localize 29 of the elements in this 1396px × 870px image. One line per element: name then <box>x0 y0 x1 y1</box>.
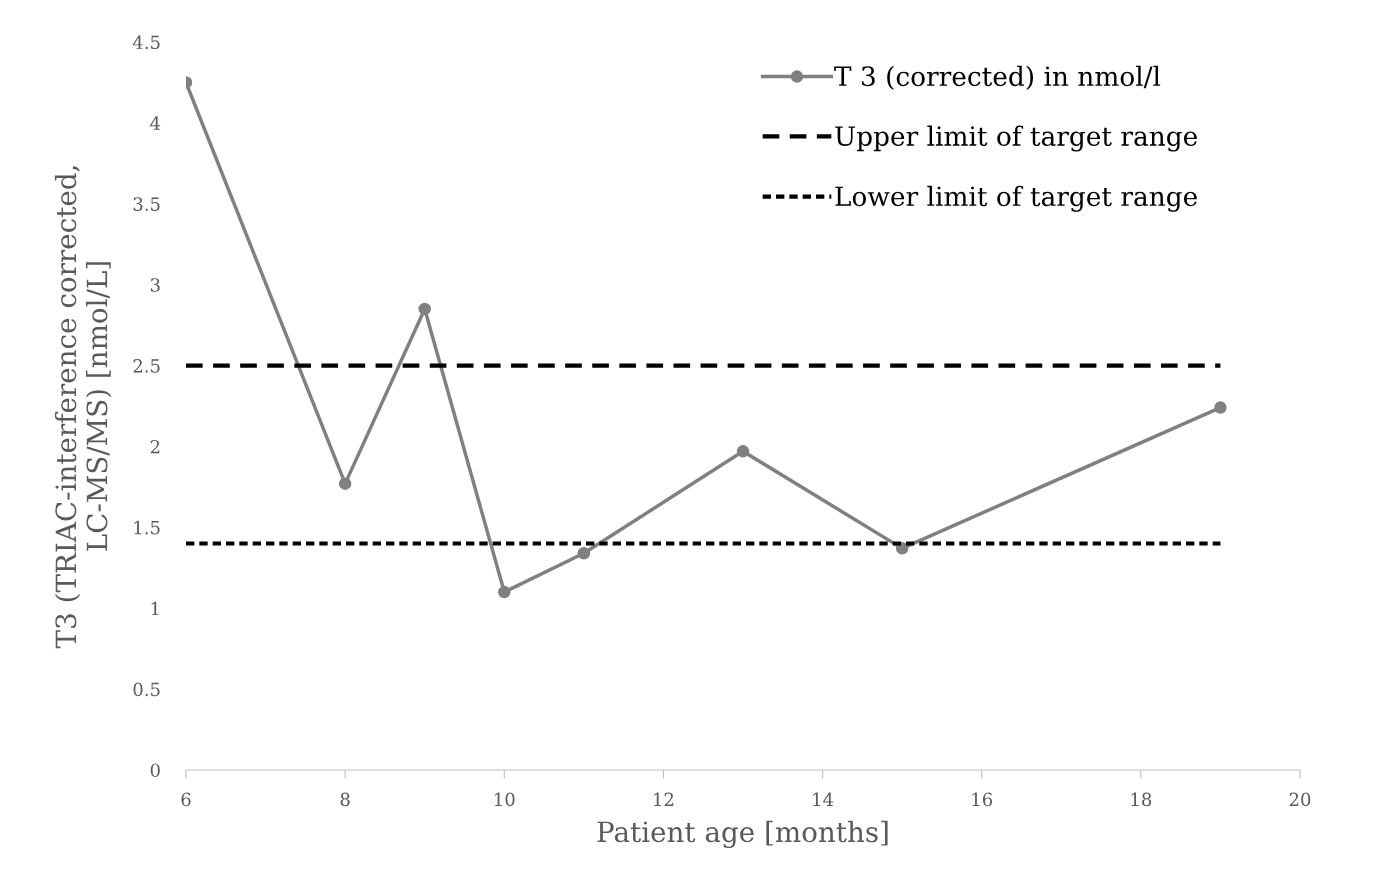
point <box>418 302 431 316</box>
y-tick-label: 0.5 <box>133 682 160 697</box>
x-tick-label: 20 <box>1289 792 1311 807</box>
point <box>736 445 750 458</box>
y-tick-label: 3.5 <box>133 197 160 211</box>
legend-label: Upper limit of target range <box>835 125 1197 152</box>
x-tick-label: 8 <box>340 792 350 807</box>
y-tick-label: 4.5 <box>132 35 160 50</box>
x-tick-label: 12 <box>654 792 674 806</box>
x-tick-label: 14 <box>813 792 834 806</box>
y-tick-label: 2.5 <box>133 359 160 373</box>
x-tick-label: 16 <box>972 792 993 807</box>
legend-label: Lower limit of target range <box>835 185 1197 212</box>
point <box>498 585 511 599</box>
point <box>338 477 352 490</box>
y-tick-label: 0 <box>150 763 160 778</box>
y-tick-label: 2 <box>150 439 160 454</box>
x-tick-label: 6 <box>181 792 191 807</box>
x-tick-label: 10 <box>495 792 515 807</box>
y-tick-label: 1.5 <box>134 520 160 535</box>
y-axis-title: T3 (TRIAC-interference corrected, LC-MS/MS) [nmol/L] <box>54 166 112 649</box>
point <box>1214 401 1227 414</box>
legend-label: T 3 (corrected) in nmol/l <box>834 65 1161 90</box>
point <box>577 546 591 560</box>
y-tick-label: 3 <box>150 278 160 292</box>
y-tick-label: 1 <box>151 601 159 616</box>
x-axis-title: Patient age [months] <box>597 820 888 849</box>
x-tick-label: 18 <box>1131 792 1152 807</box>
y-tick-label: 4 <box>150 116 161 130</box>
